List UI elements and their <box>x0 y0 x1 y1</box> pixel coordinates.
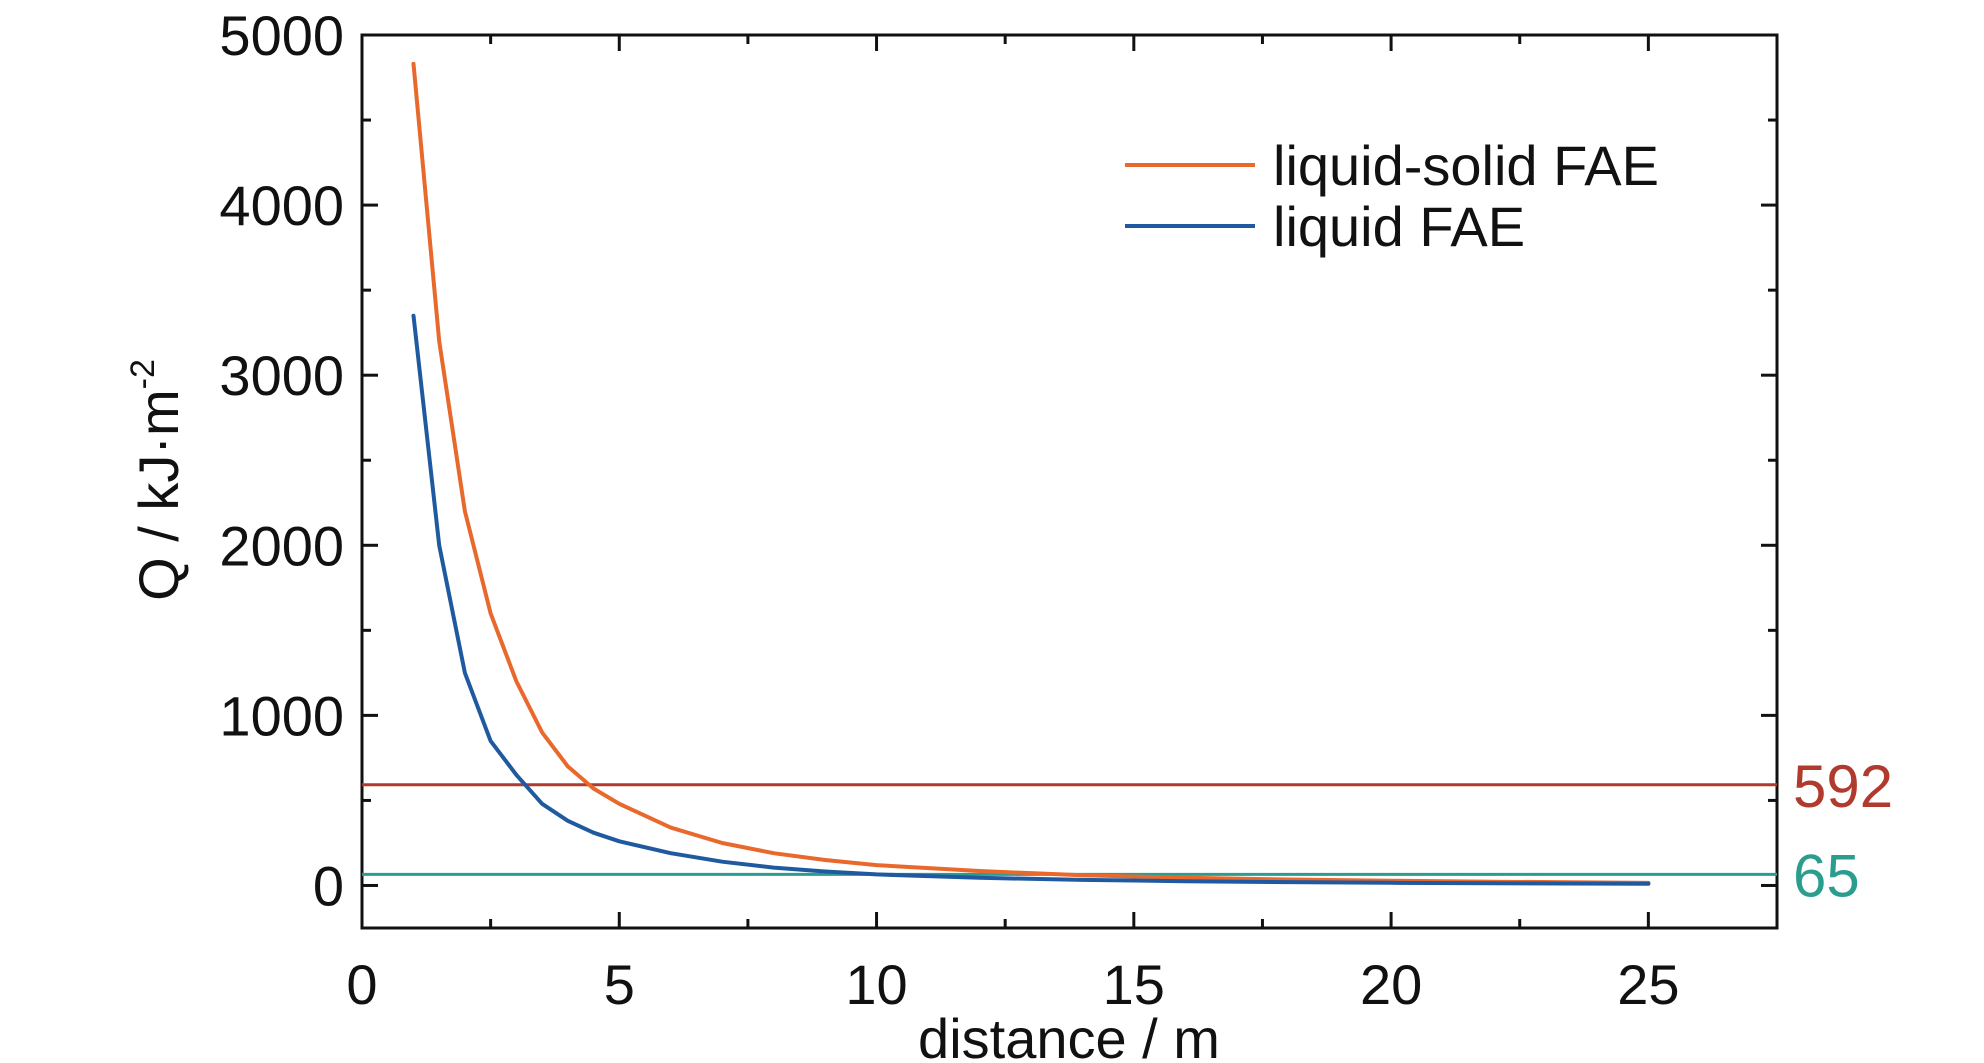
y-axis-title-main: Q / kJ·m <box>127 389 190 601</box>
series-line-1 <box>411 313 1651 886</box>
legend: liquid-solid FAE liquid FAE <box>1125 134 1659 258</box>
y-tick-label: 1000 <box>219 684 344 747</box>
series-lines <box>411 61 1651 886</box>
legend-label-liquid: liquid FAE <box>1273 195 1525 258</box>
svg-text:Q / kJ·m-2: Q / kJ·m-2 <box>124 359 190 601</box>
x-axis-ticks: 0 5 10 15 20 25 <box>346 35 1680 1016</box>
plot-frame <box>360 33 1779 930</box>
reference-label-592: 592 <box>1793 753 1893 820</box>
reference-label-65: 65 <box>1793 842 1860 909</box>
x-tick-label: 5 <box>604 953 635 1016</box>
x-tick-label: 0 <box>346 953 377 1016</box>
y-tick-label: 4000 <box>219 174 344 237</box>
y-axis-title: Q / kJ·m-2 <box>124 359 190 601</box>
y-tick-label: 2000 <box>219 514 344 577</box>
x-axis-title: distance / m <box>918 1007 1220 1063</box>
y-tick-label: 0 <box>313 854 344 917</box>
x-tick-label: 25 <box>1617 953 1679 1016</box>
plot-area <box>360 33 1779 930</box>
series-line-0 <box>411 61 1651 885</box>
legend-label-liquid-solid: liquid-solid FAE <box>1273 134 1659 197</box>
x-tick-label: 10 <box>845 953 907 1016</box>
y-axis-ticks: 0 1000 2000 3000 4000 5000 <box>219 4 1777 917</box>
x-tick-label: 20 <box>1360 953 1422 1016</box>
x-tick-label: 15 <box>1103 953 1165 1016</box>
y-tick-label: 3000 <box>219 344 344 407</box>
y-axis-title-superscript: -2 <box>124 359 162 389</box>
y-tick-label: 5000 <box>219 4 344 67</box>
